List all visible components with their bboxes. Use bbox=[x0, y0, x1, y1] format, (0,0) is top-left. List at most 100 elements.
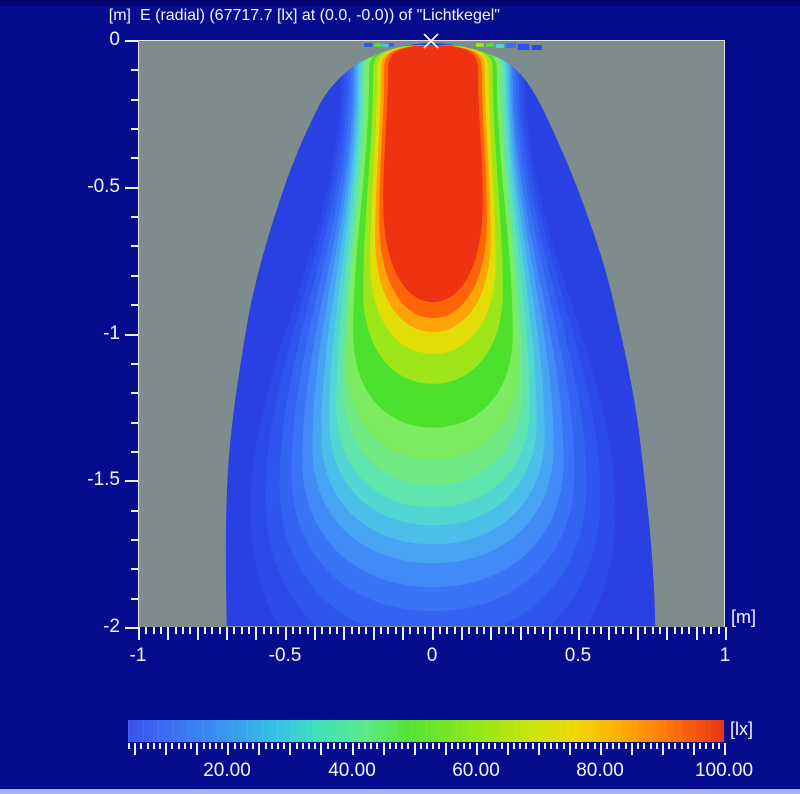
x-minor-tick bbox=[329, 627, 331, 634]
colorbar-minor-tick bbox=[389, 743, 391, 749]
x-minor-tick bbox=[336, 627, 338, 634]
x-minor-tick bbox=[527, 627, 529, 634]
colorbar-minor-tick bbox=[488, 743, 490, 749]
colorbar-minor-tick bbox=[159, 743, 161, 749]
x-medium-tick bbox=[461, 627, 463, 640]
colorbar-minor-tick bbox=[190, 743, 192, 749]
x-minor-tick bbox=[483, 627, 485, 634]
colorbar-medium-tick bbox=[476, 743, 478, 755]
x-medium-tick bbox=[637, 627, 639, 640]
plot-title: E (radial) (67717.7 [lx] at (0.0, -0.0))… bbox=[140, 7, 500, 24]
x-minor-tick bbox=[204, 627, 206, 634]
colorbar-medium-tick bbox=[724, 743, 726, 755]
y-minor-tick bbox=[131, 69, 138, 71]
colorbar-minor-tick bbox=[525, 743, 527, 749]
colorbar-medium-tick bbox=[320, 743, 322, 755]
x-minor-tick bbox=[586, 627, 588, 634]
x-medium-tick bbox=[343, 627, 345, 640]
noise-speck bbox=[531, 44, 542, 50]
colorbar-minor-tick bbox=[563, 743, 565, 749]
x-minor-tick bbox=[351, 627, 353, 634]
y-minor-tick bbox=[131, 245, 138, 247]
colorbar-minor-tick bbox=[513, 743, 515, 749]
colorbar-minor-tick bbox=[687, 743, 689, 749]
x-minor-tick bbox=[718, 627, 720, 634]
colorbar-minor-tick bbox=[637, 743, 639, 749]
colorbar-minor-tick bbox=[283, 743, 285, 749]
x-minor-tick bbox=[233, 627, 235, 634]
x-minor-tick bbox=[615, 627, 617, 634]
x-minor-tick bbox=[270, 627, 272, 634]
x-minor-tick bbox=[153, 627, 155, 634]
colorbar-medium-tick bbox=[569, 743, 571, 755]
origin-cross-marker-icon bbox=[423, 33, 439, 49]
colorbar-minor-tick bbox=[712, 743, 714, 749]
colorbar-minor-tick bbox=[339, 743, 341, 749]
y-major-tick bbox=[125, 40, 138, 42]
x-minor-tick bbox=[476, 627, 478, 634]
colorbar-medium-tick bbox=[445, 743, 447, 755]
colorbar-minor-tick bbox=[575, 743, 577, 749]
x-medium-tick bbox=[666, 627, 668, 640]
colorbar-minor-tick bbox=[469, 743, 471, 749]
colorbar-minor-tick bbox=[221, 743, 223, 749]
x-minor-tick bbox=[652, 627, 654, 634]
x-minor-tick bbox=[593, 627, 595, 634]
colorbar-unit-label: [lx] bbox=[730, 719, 754, 739]
x-medium-tick bbox=[373, 627, 375, 640]
x-minor-tick bbox=[630, 627, 632, 634]
x-minor-tick bbox=[409, 627, 411, 634]
x-axis-unit-label: [m] bbox=[731, 607, 756, 627]
y-minor-tick bbox=[131, 128, 138, 130]
contour-bands bbox=[250, 44, 616, 626]
colorbar-minor-tick bbox=[643, 743, 645, 749]
x-minor-tick bbox=[600, 627, 602, 634]
colorbar-medium-tick bbox=[538, 743, 540, 755]
x-minor-tick bbox=[211, 627, 213, 634]
colorbar-minor-tick bbox=[302, 743, 304, 749]
colorbar-minor-tick bbox=[656, 743, 658, 749]
noise-speck bbox=[364, 42, 373, 47]
x-minor-tick bbox=[175, 627, 177, 634]
colorbar-gradient bbox=[128, 720, 724, 742]
x-minor-tick bbox=[681, 627, 683, 634]
colorbar-minor-tick bbox=[550, 743, 552, 749]
colorbar-minor-tick bbox=[501, 743, 503, 749]
colorbar-medium-tick bbox=[196, 743, 198, 755]
x-minor-tick bbox=[307, 627, 309, 634]
noise-speck bbox=[505, 42, 516, 48]
x-tick-label: 0 bbox=[426, 645, 438, 666]
colorbar-minor-tick bbox=[215, 743, 217, 749]
y-tick-label: -0.5 bbox=[87, 176, 120, 197]
colorbar-minor-tick bbox=[395, 743, 397, 749]
x-minor-tick bbox=[505, 627, 507, 634]
noise-speck bbox=[485, 42, 494, 47]
colorbar-medium-tick bbox=[600, 743, 602, 755]
x-tick-label: -1 bbox=[129, 645, 147, 666]
x-minor-tick bbox=[446, 627, 448, 634]
colorbar-minor-tick bbox=[668, 743, 670, 749]
colorbar bbox=[128, 720, 724, 742]
x-medium-tick bbox=[226, 627, 228, 640]
x-medium-tick bbox=[696, 627, 698, 640]
colorbar-minor-tick bbox=[240, 743, 242, 749]
x-minor-tick bbox=[542, 627, 544, 634]
x-minor-tick bbox=[160, 627, 162, 634]
x-minor-tick bbox=[380, 627, 382, 634]
plot-canvas[interactable] bbox=[138, 40, 725, 627]
colorbar-tick-label: 40.00 bbox=[328, 760, 376, 781]
y-minor-tick bbox=[131, 275, 138, 277]
colorbar-minor-tick bbox=[606, 743, 608, 749]
colorbar-tick-label: 80.00 bbox=[576, 760, 624, 781]
colorbar-minor-tick bbox=[532, 743, 534, 749]
colorbar-medium-tick bbox=[352, 743, 354, 755]
y-minor-tick bbox=[131, 568, 138, 570]
colorbar-medium-tick bbox=[258, 743, 260, 755]
y-minor-tick bbox=[131, 510, 138, 512]
x-minor-tick bbox=[365, 627, 367, 634]
colorbar-minor-tick bbox=[358, 743, 360, 749]
colorbar-minor-tick bbox=[544, 743, 546, 749]
y-minor-tick bbox=[131, 157, 138, 159]
y-minor-tick bbox=[131, 363, 138, 365]
x-minor-tick bbox=[622, 627, 624, 634]
